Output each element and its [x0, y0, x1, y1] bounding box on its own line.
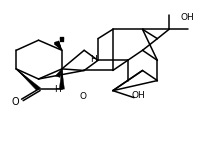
Polygon shape: [54, 41, 62, 50]
Polygon shape: [54, 42, 62, 50]
Text: H: H: [54, 85, 61, 94]
Text: OH: OH: [181, 13, 194, 22]
Text: O: O: [11, 97, 19, 106]
Text: O: O: [80, 92, 87, 101]
Polygon shape: [55, 69, 62, 77]
Polygon shape: [59, 69, 64, 89]
Text: H: H: [90, 55, 97, 64]
Polygon shape: [54, 42, 62, 50]
Text: OH: OH: [132, 91, 146, 100]
Polygon shape: [16, 69, 40, 90]
